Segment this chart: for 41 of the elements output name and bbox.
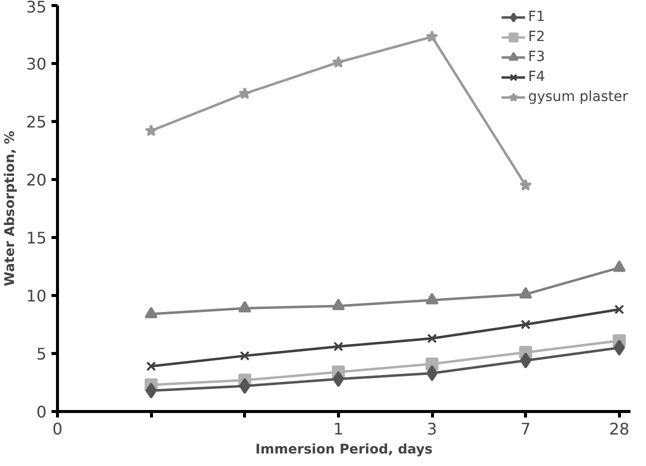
point <box>332 371 344 388</box>
x-tick-label: 3 <box>426 420 438 438</box>
y-tick-label: 20 <box>26 170 46 190</box>
point <box>240 350 250 361</box>
point <box>332 56 345 68</box>
legend-label: F2 <box>528 29 546 45</box>
point <box>519 286 532 299</box>
point <box>520 352 532 368</box>
point <box>519 178 532 191</box>
x-tick-label: 7 <box>520 420 531 438</box>
x-axis-title: Immersion Period, days <box>255 442 433 458</box>
point <box>146 361 156 372</box>
y-axis-title: Water Absorption, % <box>3 130 18 286</box>
y-tick-label: 35 <box>26 0 46 16</box>
point <box>426 30 438 42</box>
x-tick-label: 0 <box>52 420 63 438</box>
point <box>144 306 158 318</box>
point <box>238 300 252 312</box>
legend-label: F1 <box>528 9 546 25</box>
y-tick-label: 15 <box>26 228 46 248</box>
x-tick-label: 28 <box>609 420 630 438</box>
point <box>426 365 438 382</box>
point <box>144 124 158 136</box>
point <box>333 342 344 352</box>
point <box>427 334 437 344</box>
legend-label: F3 <box>528 49 546 65</box>
point <box>520 320 531 330</box>
y-tick-label: 5 <box>36 344 47 364</box>
x-tick-label: 1 <box>333 420 344 438</box>
legend-label: gysum plaster <box>528 89 628 105</box>
y-tick-label: 25 <box>26 112 46 132</box>
point <box>332 298 345 310</box>
point <box>614 304 624 314</box>
point <box>426 292 439 304</box>
point <box>145 382 157 399</box>
y-tick-label: 0 <box>36 402 47 422</box>
point <box>612 260 626 272</box>
y-tick-label: 30 <box>26 54 46 74</box>
point <box>238 87 251 100</box>
y-tick-label: 10 <box>26 286 46 306</box>
legend-label: F4 <box>528 69 546 85</box>
